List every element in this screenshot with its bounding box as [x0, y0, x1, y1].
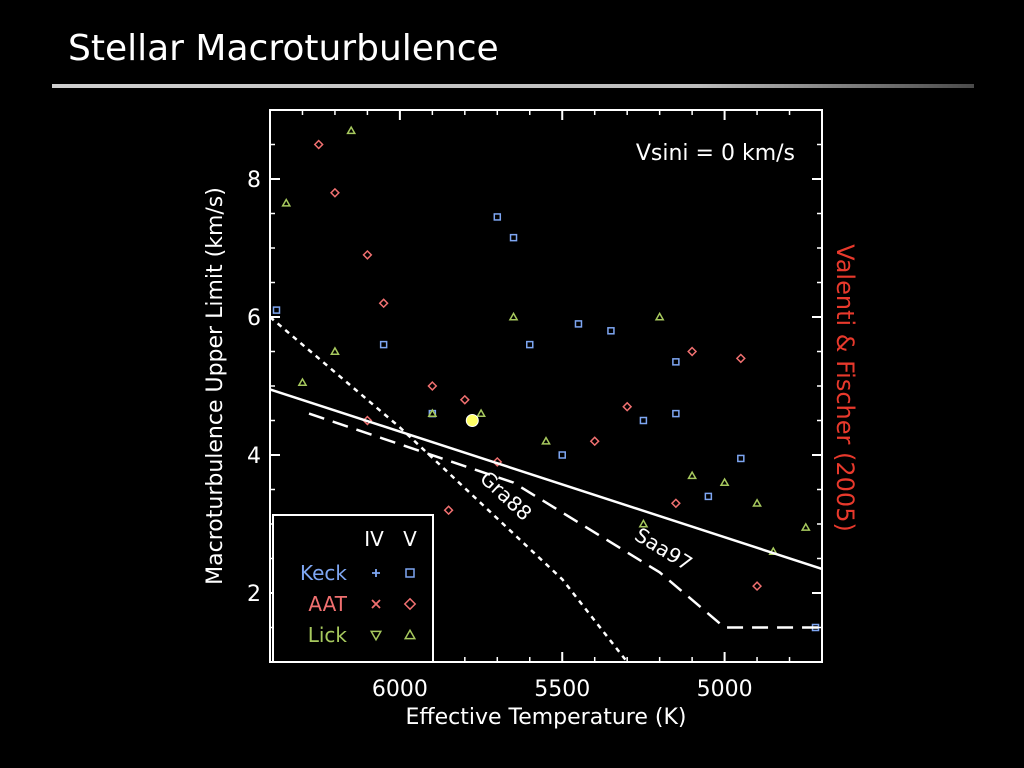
data-point-keck: [558, 451, 566, 459]
data-point-lick: [752, 498, 762, 507]
data-point-aat: [752, 581, 763, 592]
y-tick-label: 4: [247, 444, 261, 469]
legend-header-v: V: [403, 527, 417, 551]
y-tick-label: 2: [247, 582, 261, 607]
legend-header-iv: IV: [364, 527, 384, 551]
data-point-keck: [737, 454, 745, 463]
vsini-annotation: Vsini = 0 km/s: [636, 141, 795, 166]
data-point-aat: [362, 249, 373, 260]
data-point-lick: [281, 198, 292, 207]
data-point-aat: [589, 436, 600, 447]
sun-marker: [465, 414, 479, 427]
data-point-lick: [427, 408, 438, 418]
data-point-aat: [687, 346, 698, 357]
relation-line-saa97: [308, 412, 822, 629]
legend-label-aat: AAT: [308, 592, 347, 616]
data-point-keck: [526, 340, 534, 349]
data-point-lick: [800, 522, 811, 531]
x-tick-label: 5000: [697, 677, 753, 702]
data-point-lick: [638, 518, 649, 528]
axis-ticks: 6000 5500 5000 2 4 6 8: [247, 110, 822, 702]
data-point-lick: [476, 408, 486, 418]
y-axis-label: Macroturbulence Upper Limit (km/s): [203, 187, 228, 585]
data-point-lick: [719, 477, 730, 487]
data-point-keck: [574, 320, 583, 328]
data-point-lick: [687, 470, 698, 480]
legend: IV V Keck AAT Lick: [272, 514, 434, 663]
data-point-aat: [670, 498, 681, 509]
data-point-keck: [607, 327, 615, 335]
data-point-keck: [672, 409, 680, 418]
data-point-keck: [272, 306, 281, 314]
data-point-aat: [622, 401, 633, 412]
data-point-lick: [654, 311, 665, 321]
data-point-keck: [639, 416, 648, 425]
data-point-keck: [704, 492, 713, 501]
x-tick-label: 5500: [534, 677, 590, 702]
data-point-aat: [427, 381, 438, 391]
y-tick-label: 6: [247, 306, 261, 331]
title-divider: [52, 84, 974, 88]
legend-marker-v-aat: [403, 597, 417, 611]
data-point-aat: [313, 139, 324, 150]
data-point-keck: [379, 340, 388, 349]
slide-title: Stellar Macroturbulence: [68, 28, 499, 69]
x-tick-label: 6000: [372, 677, 428, 702]
legend-marker-v-keck: [405, 568, 415, 578]
data-point-aat: [378, 298, 389, 309]
data-point-aat: [492, 456, 503, 467]
legend-marker-iv-keck: [372, 569, 380, 577]
data-point-lick: [541, 436, 551, 445]
legend-marker-iv-aat: [371, 599, 381, 609]
data-point-aat: [443, 505, 454, 516]
data-point-keck: [493, 213, 502, 221]
legend-marker-iv-lick: [369, 630, 383, 642]
legend-label-keck: Keck: [300, 561, 347, 585]
data-point-lick: [297, 377, 308, 386]
data-point-keck: [509, 233, 518, 242]
data-point-aat: [735, 353, 746, 364]
credit-label: Valenti & Fischer (2005): [831, 244, 859, 532]
data-point-aat: [459, 394, 470, 405]
data-point-aat: [329, 187, 340, 198]
data-point-lick: [508, 311, 519, 321]
data-point-keck: [672, 358, 680, 366]
data-point-lick: [346, 125, 357, 135]
legend-label-lick: Lick: [308, 623, 348, 647]
relation-line-gra88: [269, 316, 629, 663]
data-point-lick: [330, 346, 340, 355]
y-tick-label: 8: [247, 168, 261, 193]
x-axis-label: Effective Temperature (K): [406, 705, 687, 730]
relation-line-fit: [269, 388, 823, 571]
legend-marker-v-lick: [403, 628, 417, 640]
